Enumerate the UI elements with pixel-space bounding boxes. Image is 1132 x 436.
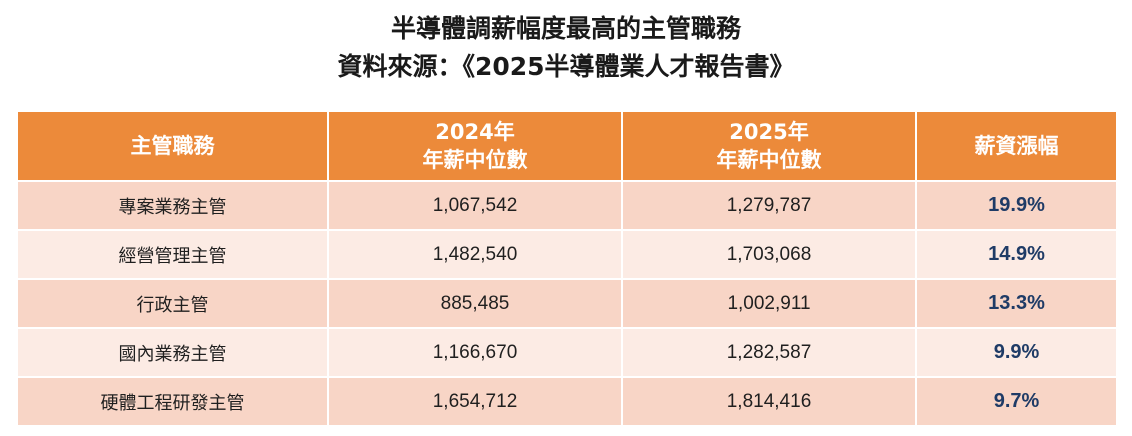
header-2025-line2: 年薪中位數 [716,148,822,172]
title-source: 資料來源：《2025半導體業人才報告書》 [337,52,795,81]
table-header-row: 主管職務 2024年 年薪中位數 2025年 年薪中位數 薪資漲幅 [18,112,1116,180]
salary-2025-cell: 1,279,787 [623,180,917,229]
chart-title: 半導體調薪幅度最高的主管職務 資料來源：《2025半導體業人才報告書》 [0,10,1132,86]
growth-cell: 13.3% [917,278,1116,327]
header-2024-line1: 2024年 [435,120,515,144]
table-row: 經營管理主管 1,482,540 1,703,068 14.9% [18,229,1116,278]
header-2024-line2: 年薪中位數 [422,148,528,172]
salary-2025-cell: 1,703,068 [623,229,917,278]
salary-2025-cell: 1,282,587 [623,327,917,376]
header-role-line1: 主管職務 [130,134,215,158]
header-2024: 2024年 年薪中位數 [329,112,623,180]
salary-2024-cell: 1,067,542 [329,180,623,229]
growth-cell: 9.9% [917,327,1116,376]
role-cell: 經營管理主管 [18,229,329,278]
salary-2025-cell: 1,814,416 [623,376,917,425]
header-growth: 薪資漲幅 [917,112,1116,180]
role-cell: 行政主管 [18,278,329,327]
salary-2024-cell: 1,166,670 [329,327,623,376]
role-cell: 專案業務主管 [18,180,329,229]
growth-cell: 14.9% [917,229,1116,278]
growth-cell: 9.7% [917,376,1116,425]
header-role: 主管職務 [18,112,329,180]
header-2025: 2025年 年薪中位數 [623,112,917,180]
table-row: 硬體工程研發主管 1,654,712 1,814,416 9.7% [18,376,1116,425]
role-cell: 國內業務主管 [18,327,329,376]
salary-2024-cell: 1,654,712 [329,376,623,425]
salary-2024-cell: 1,482,540 [329,229,623,278]
growth-cell: 19.9% [917,180,1116,229]
table-row: 國內業務主管 1,166,670 1,282,587 9.9% [18,327,1116,376]
salary-2024-cell: 885,485 [329,278,623,327]
role-cell: 硬體工程研發主管 [18,376,329,425]
salary-2025-cell: 1,002,911 [623,278,917,327]
table-row: 行政主管 885,485 1,002,911 13.3% [18,278,1116,327]
salary-table: 主管職務 2024年 年薪中位數 2025年 年薪中位數 薪資漲幅 專案業務主管… [18,112,1116,425]
header-2025-line1: 2025年 [729,120,809,144]
header-growth-line1: 薪資漲幅 [974,134,1059,158]
title-main: 半導體調薪幅度最高的主管職務 [390,14,741,43]
table-row: 專案業務主管 1,067,542 1,279,787 19.9% [18,180,1116,229]
